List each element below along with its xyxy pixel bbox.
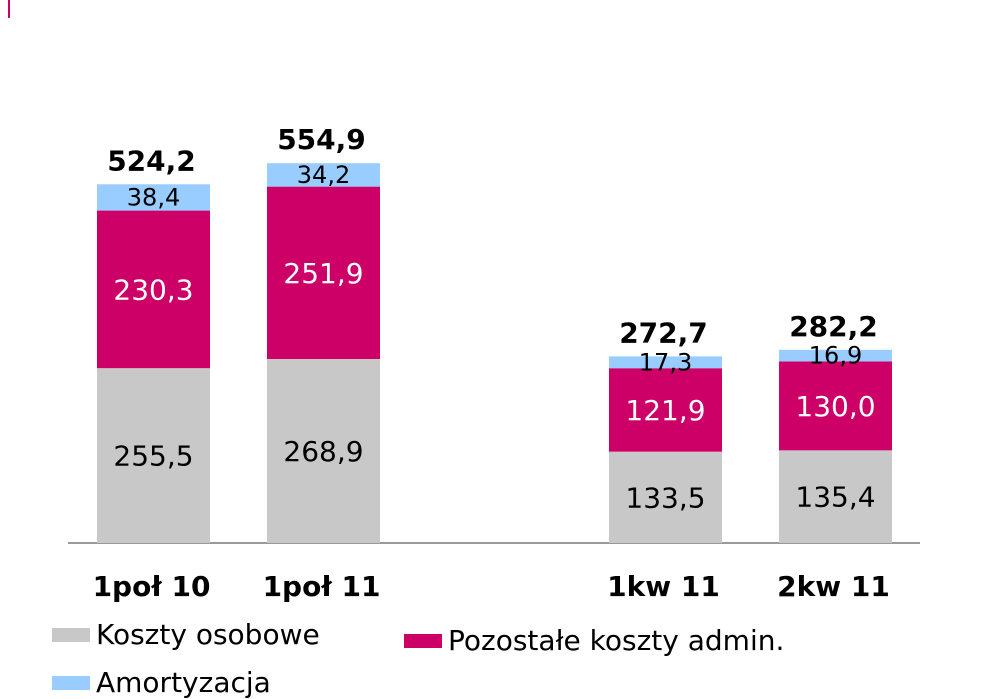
- segment-value-label: 16,9: [809, 342, 862, 370]
- bar-segment-0-0: [97, 368, 210, 543]
- legend-swatch: [404, 633, 442, 648]
- bar-total-label: 272,7: [619, 316, 708, 349]
- legend-swatch: [52, 675, 90, 690]
- segment-value-label: 135,4: [795, 481, 875, 514]
- bar-segment-2-2: [609, 356, 722, 369]
- category-label: 1poł 11: [263, 570, 381, 603]
- segment-value-label: 34,2: [297, 161, 350, 189]
- segment-value-label: 251,9: [283, 257, 363, 290]
- segment-value-label: 121,9: [625, 394, 705, 427]
- category-label: 1kw 11: [607, 570, 720, 603]
- accent-line: [8, 0, 10, 18]
- bar-segment-0-1: [267, 358, 380, 543]
- bar-total-label: 554,9: [277, 123, 366, 156]
- segment-value-label: 133,5: [625, 481, 705, 514]
- legend-label: Pozostałe koszty admin.: [448, 624, 785, 657]
- bar-segment-1-1: [267, 186, 380, 359]
- bar-total-label: 524,2: [107, 144, 196, 177]
- bar-segment-0-2: [609, 451, 722, 543]
- legend-item-koszty-osobowe: Koszty osobowe: [52, 618, 320, 651]
- labels-group: 255,5 230,3 38,4 524,2 1poł 10 268,9 251,9 34,2…: [93, 123, 890, 603]
- segment-value-label: 17,3: [639, 348, 692, 376]
- bar-segment-1-3: [779, 361, 892, 451]
- bar-segment-2-1: [267, 163, 380, 187]
- segment-value-label: 130,0: [795, 390, 875, 423]
- legend-item-pozostale-koszty: Pozostałe koszty admin.: [404, 624, 784, 657]
- bar-total-label: 282,2: [789, 310, 878, 343]
- segment-value-label: 38,4: [127, 183, 180, 211]
- bar-segment-2-3: [779, 349, 892, 362]
- bar-segment-1-2: [609, 368, 722, 452]
- bar-segment-0-3: [779, 450, 892, 543]
- legend-swatch: [52, 627, 90, 642]
- segment-value-label: 255,5: [113, 440, 193, 473]
- legend-label: Amortyzacja: [96, 666, 271, 699]
- category-label: 2kw 11: [777, 570, 890, 603]
- category-label: 1poł 10: [93, 570, 211, 603]
- segment-value-label: 268,9: [283, 435, 363, 468]
- bars-group: [97, 163, 892, 543]
- bar-segment-1-0: [97, 210, 210, 369]
- segment-value-label: 230,3: [113, 273, 193, 306]
- legend-label: Koszty osobowe: [96, 618, 320, 651]
- legend-item-amortyzacja: Amortyzacja: [52, 666, 271, 699]
- bar-segment-2-0: [97, 184, 210, 211]
